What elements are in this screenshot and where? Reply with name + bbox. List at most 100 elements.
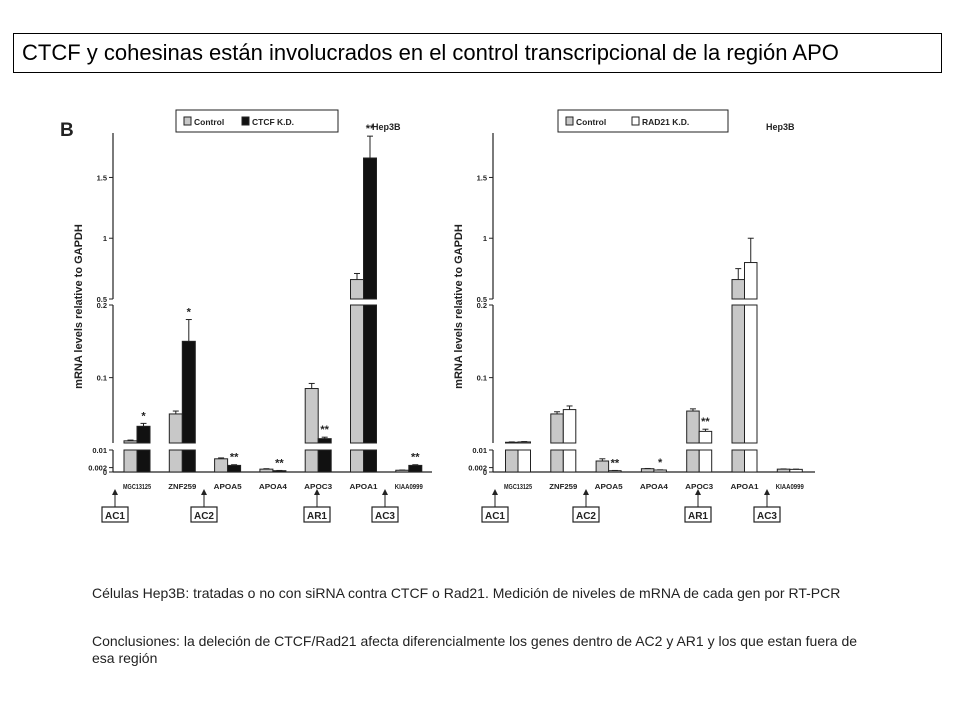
region-arrow-head [492, 489, 498, 495]
x-tick-label: APOA1 [731, 484, 759, 491]
chart-ctcf-knockdown: 00.002 0.01 0.1 0.20.5 1 1.5 mRNA levels relat… [73, 109, 435, 523]
y-tick-label: 0.01 [472, 446, 487, 455]
bar-segment [731, 449, 745, 473]
legend-entry: Control [194, 117, 224, 127]
legend: Control RAD21 K.D. [557, 109, 729, 133]
x-tick-label: ZNF259 [168, 484, 196, 491]
bar-segment [317, 449, 332, 473]
y-tick-label: 0 [483, 468, 487, 477]
bar [686, 408, 700, 473]
cell-line-label: Hep3B [766, 122, 795, 132]
axis-break-gap [110, 444, 435, 449]
x-tick-label: KIAA0999 [395, 484, 423, 491]
bar-segment [363, 449, 377, 473]
region-marker: AC3 [371, 489, 399, 523]
region-box [371, 506, 399, 523]
x-tick-label: MGC13125 [504, 484, 532, 491]
significance-marker: ** [275, 457, 284, 469]
bar [562, 405, 577, 473]
region-label: AC1 [105, 511, 125, 522]
region-arrow-head [112, 489, 118, 495]
bar [259, 468, 274, 473]
region-arrow-head [583, 489, 589, 495]
y-tick-label: 0.2 [477, 301, 487, 310]
legend-swatch [565, 116, 574, 126]
axis-break-gap [490, 444, 818, 449]
bar-segment [640, 468, 655, 473]
region-box [190, 506, 218, 523]
bar [395, 469, 410, 473]
x-tick-label: APOC3 [685, 484, 713, 491]
region-arrow-head [382, 489, 388, 495]
bar [744, 237, 758, 473]
bar [517, 441, 531, 473]
bar [304, 382, 319, 473]
panel-label: B [60, 120, 74, 141]
bar-segment [136, 425, 151, 444]
region-arrow-head [201, 489, 207, 495]
significance-marker: * [658, 457, 663, 469]
legend-swatch [183, 116, 192, 126]
bar [608, 469, 622, 473]
x-tick-label: APOA4 [640, 484, 668, 491]
legend-entry: Control [576, 117, 606, 127]
legend-swatch [241, 116, 250, 126]
x-tick-label: APOA4 [259, 484, 287, 491]
region-label: AC3 [757, 511, 777, 522]
bar [505, 441, 519, 473]
bar-segment [181, 449, 196, 473]
significance-marker: ** [320, 424, 329, 436]
y-tick-label: 0 [103, 468, 107, 477]
significance-marker: * [187, 307, 192, 319]
bar [181, 319, 196, 473]
bar-segment [550, 449, 564, 473]
region-marker: AR1 [303, 489, 331, 523]
bar-segment [363, 157, 377, 300]
bar-segment [562, 409, 577, 444]
significance-marker: * [141, 410, 146, 422]
region-label: AC2 [576, 511, 596, 522]
y-tick-label: 1 [103, 234, 107, 243]
y-axis-title: mRNA levels relative to GAPDH [73, 224, 85, 389]
region-box [481, 506, 509, 523]
region-arrow-head [695, 489, 701, 495]
y-tick-label: 0.01 [92, 446, 107, 455]
bar [653, 469, 667, 473]
region-label: AR1 [307, 511, 327, 522]
bar-segment [550, 413, 564, 444]
bar [168, 410, 183, 473]
bar-segment [350, 279, 364, 300]
bar-segment [776, 468, 791, 473]
x-tick-label: KIAA0999 [776, 484, 804, 491]
caption-methods: Células Hep3B: tratadas o no con siRNA c… [92, 585, 841, 601]
bar-segment [408, 464, 423, 473]
bar-segment [595, 460, 610, 473]
bar [595, 458, 610, 473]
bar-segment [350, 304, 364, 444]
bar-segment [517, 441, 531, 444]
bar-segment [744, 304, 758, 444]
region-box [572, 506, 600, 523]
region-marker: AC3 [753, 489, 781, 523]
legend-box [175, 109, 339, 133]
region-marker: AC2 [190, 489, 218, 523]
bar-segment [731, 304, 745, 444]
bar-segment [731, 279, 745, 300]
region-box [303, 506, 331, 523]
bar-segment [363, 304, 377, 444]
bar [731, 268, 745, 473]
region-box [101, 506, 129, 523]
region-marker: AC1 [481, 489, 509, 523]
region-label: AR1 [688, 511, 708, 522]
x-tick-label: APOC3 [304, 484, 332, 491]
y-tick-label: 0.2 [97, 301, 107, 310]
legend-entry: RAD21 K.D. [642, 117, 689, 127]
bar-segment [259, 468, 274, 473]
y-tick-label: 1.5 [477, 173, 487, 182]
bar-segment [698, 430, 713, 444]
bar-segment [123, 449, 138, 473]
bar [640, 467, 655, 473]
bar-segment [686, 410, 700, 444]
bar [363, 135, 377, 473]
